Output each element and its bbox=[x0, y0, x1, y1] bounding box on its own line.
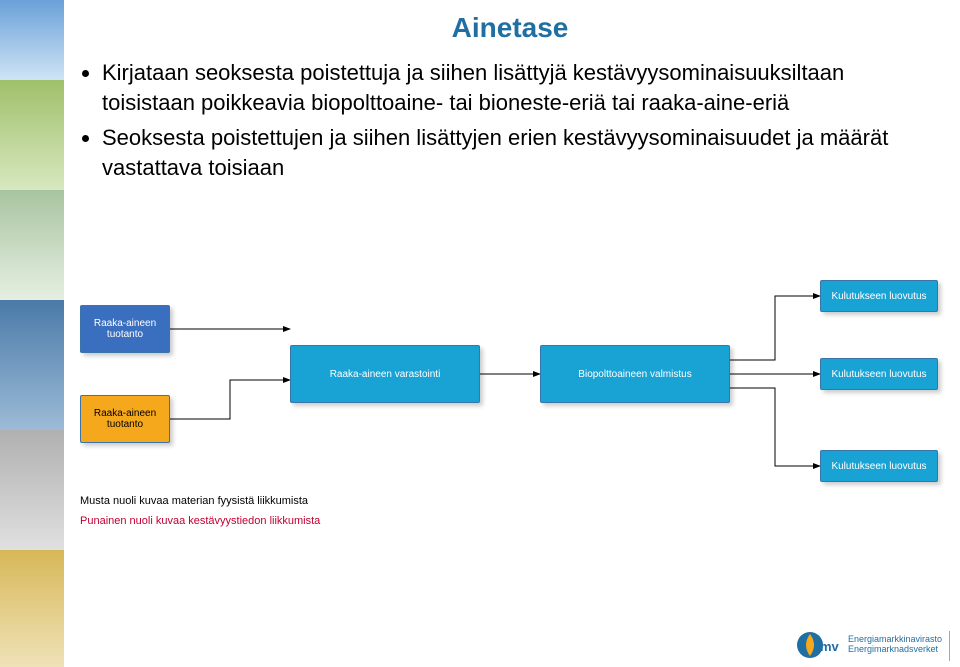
diagram-legend-line: Punainen nuoli kuvaa kestävyystiedon lii… bbox=[80, 515, 320, 527]
emv-logo-icon: mv bbox=[796, 631, 840, 659]
flow-edge bbox=[730, 388, 820, 466]
flow-diagram: Raaka-aineen tuotanto Raaka-aineen tuotan… bbox=[80, 280, 940, 560]
footer-logo: mv Energiamarkkinavirasto Energimarknads… bbox=[796, 631, 942, 659]
sidebar-band bbox=[0, 430, 64, 550]
svg-text:mv: mv bbox=[820, 639, 840, 654]
flow-node-raaka1: Raaka-aineen tuotanto bbox=[80, 305, 170, 353]
flow-node-varasto: Raaka-aineen varastointi bbox=[290, 345, 480, 403]
footer-org-name: Energiamarkkinavirasto Energimarknadsver… bbox=[848, 635, 942, 655]
flow-edge bbox=[730, 296, 820, 360]
flow-node-kulu2: Kulutukseen luovutus bbox=[820, 358, 938, 390]
flow-edge bbox=[170, 380, 290, 419]
footer-separator bbox=[949, 631, 950, 661]
sidebar-band bbox=[0, 80, 64, 190]
main-content: Ainetase Kirjataan seoksesta poistettuja… bbox=[80, 12, 940, 189]
bullet-list: Kirjataan seoksesta poistettuja ja siihe… bbox=[102, 58, 940, 183]
sidebar-band bbox=[0, 550, 64, 667]
flow-node-kulu3: Kulutukseen luovutus bbox=[820, 450, 938, 482]
footer-name-sv: Energimarknadsverket bbox=[848, 645, 942, 655]
sidebar-band bbox=[0, 0, 64, 80]
bullet-item: Kirjataan seoksesta poistettuja ja siihe… bbox=[102, 58, 940, 117]
flow-node-valmis: Biopolttoaineen valmistus bbox=[540, 345, 730, 403]
bullet-item: Seoksesta poistettujen ja siihen lisätty… bbox=[102, 123, 940, 182]
sidebar-band bbox=[0, 190, 64, 300]
flow-node-kulu1: Kulutukseen luovutus bbox=[820, 280, 938, 312]
page-title: Ainetase bbox=[80, 12, 940, 44]
sidebar-photo-strip bbox=[0, 0, 64, 667]
sidebar-band bbox=[0, 300, 64, 430]
flow-node-raaka2: Raaka-aineen tuotanto bbox=[80, 395, 170, 443]
diagram-legend-line: Musta nuoli kuvaa materian fyysistä liik… bbox=[80, 495, 308, 507]
